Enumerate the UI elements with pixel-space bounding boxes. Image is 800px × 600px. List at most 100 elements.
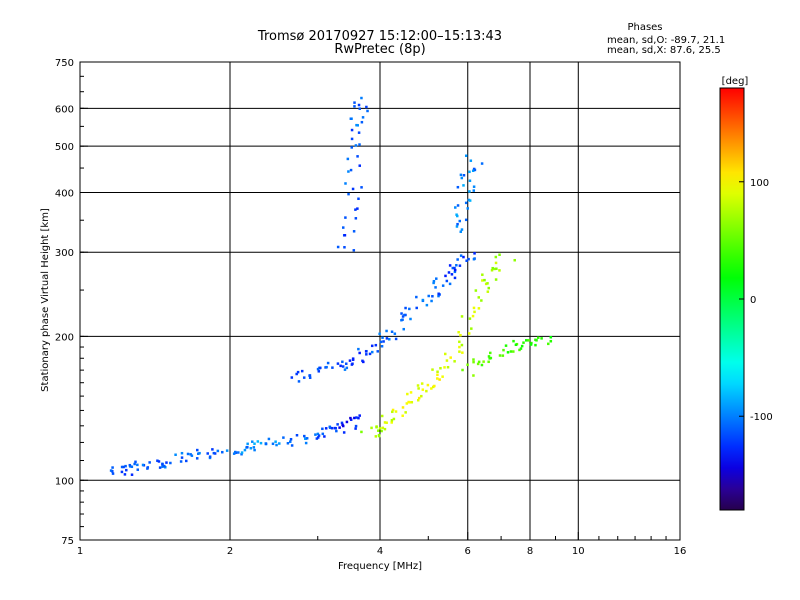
data-point (468, 317, 472, 320)
data-point (109, 469, 113, 472)
data-point (404, 411, 407, 414)
data-point (349, 418, 353, 421)
y-tick-label: 600 (55, 104, 74, 115)
x-tick-label: 10 (572, 546, 585, 557)
data-point (514, 343, 518, 347)
data-point (460, 228, 464, 231)
data-point (282, 436, 285, 439)
data-point (344, 216, 347, 219)
data-point (326, 361, 330, 365)
stats-title: Phases (627, 22, 662, 33)
data-point (161, 463, 164, 466)
data-point (335, 429, 338, 433)
data-point (450, 273, 454, 276)
data-point (136, 468, 140, 471)
data-point (426, 383, 430, 387)
data-point (391, 410, 394, 414)
data-point (365, 105, 368, 109)
data-point (232, 452, 236, 455)
data-point (464, 201, 468, 205)
data-point (341, 226, 345, 229)
data-point (336, 423, 339, 426)
data-point (444, 274, 447, 278)
data-point (501, 354, 505, 357)
data-point (504, 344, 508, 347)
data-point (473, 310, 476, 314)
data-point (466, 207, 470, 210)
data-point (356, 207, 359, 210)
y-tick-label: 750 (55, 58, 74, 69)
data-point (374, 343, 378, 347)
data-point (391, 408, 395, 412)
y-tick-label: 500 (55, 142, 74, 153)
data-point (360, 120, 364, 124)
data-point (334, 427, 337, 430)
data-point (213, 452, 217, 455)
data-point (467, 257, 470, 261)
data-point (520, 344, 524, 348)
data-point (394, 337, 398, 341)
data-point (379, 340, 383, 344)
data-point (169, 461, 172, 465)
colorbar: 100 0 -100 (719, 87, 773, 511)
data-point (360, 186, 363, 189)
grid (80, 62, 680, 540)
data-point (458, 350, 461, 353)
x-tick-label: 6 (465, 546, 471, 557)
data-point (388, 338, 391, 341)
data-point (495, 267, 498, 270)
data-point (417, 396, 421, 400)
data-point (488, 357, 491, 360)
data-point (403, 313, 406, 317)
data-point (358, 143, 361, 146)
data-point (417, 387, 420, 390)
data-point (196, 448, 199, 452)
data-point (408, 307, 411, 311)
data-point (430, 299, 433, 303)
data-point (401, 318, 404, 321)
data-point (354, 424, 358, 428)
data-point (360, 96, 363, 100)
data-point (358, 107, 361, 110)
data-point (380, 345, 384, 348)
data-point (134, 460, 137, 464)
colorbar-label: [deg] (722, 76, 749, 87)
data-point (361, 116, 365, 119)
data-point (491, 266, 494, 270)
data-point (189, 453, 192, 456)
data-point (409, 391, 413, 394)
data-point (385, 329, 388, 333)
data-point (316, 432, 320, 436)
data-point (370, 426, 373, 430)
data-point (530, 341, 533, 345)
data-point (448, 282, 452, 286)
data-point (290, 444, 294, 447)
data-point (286, 442, 290, 445)
data-point (416, 398, 420, 402)
data-point (212, 451, 216, 455)
data-point (498, 269, 501, 272)
data-point (462, 255, 465, 259)
colorbar-tick-label: 0 (750, 295, 756, 306)
data-point (336, 362, 340, 365)
data-point (141, 463, 145, 467)
data-point (400, 312, 403, 315)
data-point (460, 176, 464, 180)
data-point (325, 365, 328, 369)
data-point (459, 333, 462, 337)
data-point (471, 314, 475, 318)
data-point (549, 339, 553, 343)
data-point (392, 417, 396, 421)
data-point (409, 317, 412, 321)
stats-line-o: mean, sd,O: -89.7, 21.1 (607, 35, 725, 46)
data-point (246, 442, 249, 446)
data-point (120, 470, 124, 474)
data-point (341, 423, 344, 427)
data-point (486, 290, 490, 293)
data-point (297, 380, 301, 383)
data-point (324, 427, 328, 430)
data-point (443, 366, 446, 369)
data-point (243, 448, 247, 452)
data-point (240, 451, 244, 454)
data-point (237, 451, 240, 454)
